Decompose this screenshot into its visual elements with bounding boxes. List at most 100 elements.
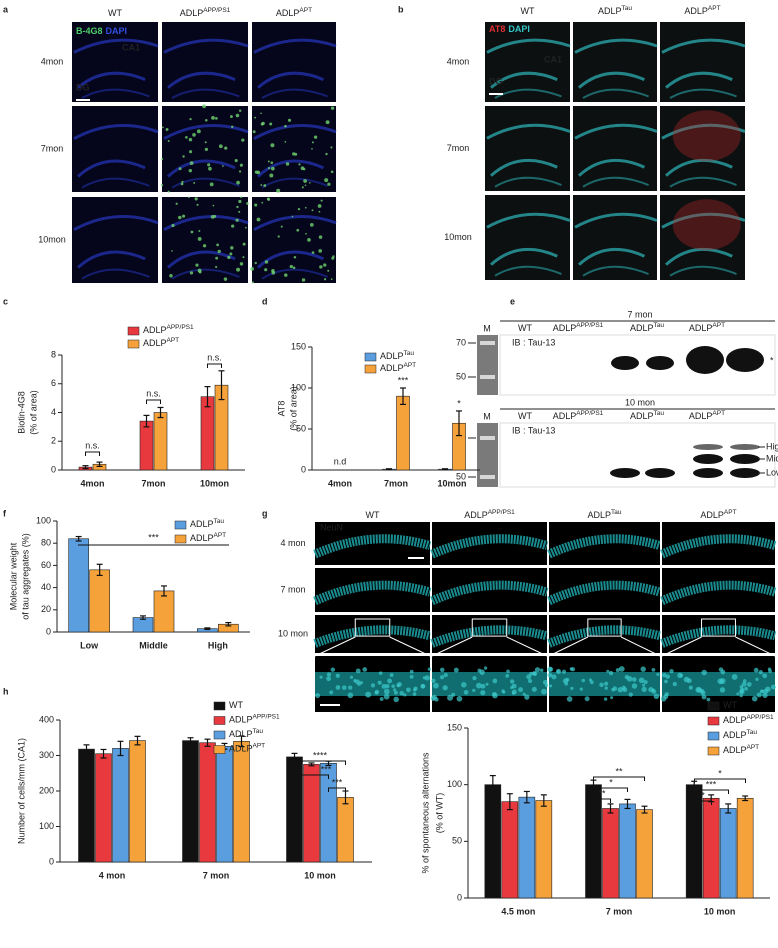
- y-tick-label: 50: [452, 836, 462, 846]
- plaque: [202, 244, 207, 248]
- bar: [68, 538, 89, 633]
- nucleus: [403, 693, 407, 697]
- error-bar: [225, 621, 232, 627]
- y-tick-label: 6: [51, 378, 56, 388]
- y-tick-label: 80: [41, 538, 51, 548]
- nucleus: [505, 673, 510, 678]
- y-tick-label: 100: [39, 821, 54, 831]
- nucleus: [677, 672, 683, 679]
- nucleus: [534, 667, 541, 673]
- nucleus: [662, 673, 667, 678]
- nucleus: [626, 676, 633, 682]
- protein-band: [730, 444, 760, 450]
- nucleus: [765, 686, 771, 692]
- plaque: [239, 163, 243, 167]
- ladder-label: M: [483, 411, 491, 421]
- y-tick-label: 60: [41, 560, 51, 570]
- label-name: ADLP: [229, 729, 253, 739]
- plaque: [293, 255, 297, 259]
- bar: [78, 748, 95, 863]
- plaque: [327, 269, 330, 272]
- cell-layer: [313, 625, 432, 648]
- tissue-layer: [661, 212, 746, 229]
- error-bar: [157, 406, 164, 419]
- legend-label: WT: [723, 700, 737, 710]
- plaque: [267, 160, 270, 163]
- nucleus: [739, 694, 743, 698]
- column-header: ADLPAPT: [700, 509, 736, 521]
- nucleus: [447, 694, 454, 701]
- tissue-layer: [171, 268, 240, 280]
- tissue-layer: [76, 159, 146, 178]
- plaque: [311, 141, 314, 144]
- nucleus: [744, 686, 748, 691]
- nucleus: [604, 686, 608, 690]
- column-header: ADLPAPP/PS1: [180, 7, 231, 19]
- plaque: [271, 270, 276, 275]
- error-bar: [96, 563, 103, 576]
- label-superscript: Tau: [747, 729, 758, 736]
- legend-swatch: [707, 716, 720, 726]
- x-tick-label: 7mon: [141, 478, 165, 488]
- cell-layer: [430, 580, 549, 606]
- nucleus: [485, 682, 489, 686]
- annotation: *: [457, 398, 461, 408]
- plaque: [195, 263, 199, 267]
- annotation: n.s.: [207, 352, 222, 362]
- plaque: [167, 190, 170, 193]
- label-superscript: APP/PS1: [253, 713, 280, 720]
- x-tick-label: 10mon: [437, 478, 466, 488]
- nucleus: [391, 684, 395, 688]
- protein-band: [611, 356, 639, 370]
- legend-label: ADLPAPP/PS1: [723, 714, 774, 726]
- cell-layer: [547, 625, 662, 648]
- nucleus: [427, 667, 432, 671]
- plaque: [270, 161, 274, 165]
- y-axis-title: Molecular weight: [8, 542, 18, 610]
- nucleus: [501, 689, 505, 693]
- y-tick-label: 50: [296, 423, 306, 433]
- tissue-layer: [171, 177, 240, 189]
- label-superscript: APT: [712, 410, 725, 417]
- panel-letter: e: [510, 296, 515, 306]
- plaque: [230, 125, 234, 129]
- plaque: [325, 152, 328, 156]
- plaque: [236, 267, 241, 272]
- plaque: [311, 148, 313, 150]
- nucleus: [526, 674, 532, 680]
- plaque: [291, 215, 294, 218]
- nucleus: [511, 689, 517, 695]
- cell-layer: [660, 580, 777, 606]
- row-label: 10 mon: [278, 628, 308, 638]
- nucleus: [477, 668, 482, 673]
- cell-layer: [430, 625, 549, 648]
- nucleus: [330, 667, 336, 672]
- band-label: Low: [766, 467, 778, 477]
- y-tick-label: 100: [447, 779, 462, 789]
- nucleus: [642, 683, 646, 687]
- plaque: [300, 166, 305, 171]
- nucleus: [510, 686, 514, 690]
- bar: [199, 742, 216, 863]
- error-bar: [187, 737, 194, 745]
- nucleus: [377, 680, 382, 685]
- tissue-layer: [490, 71, 558, 89]
- plaque: [171, 223, 175, 228]
- plaque: [165, 128, 169, 131]
- nucleus: [701, 694, 707, 700]
- nucleus: [393, 696, 399, 703]
- plaque: [301, 278, 306, 282]
- y-axis-title: (% of WT): [434, 793, 444, 834]
- error-bar: [607, 803, 614, 814]
- ladder-band: [480, 475, 495, 479]
- bar: [286, 756, 303, 863]
- nucleus: [383, 688, 390, 695]
- nucleus: [719, 687, 726, 693]
- plaque: [207, 163, 211, 167]
- plaque: [190, 230, 194, 234]
- plaque: [330, 106, 335, 110]
- error-bar: [742, 795, 749, 802]
- tissue-layer: [577, 158, 646, 177]
- y-axis-title: Number of cells/mm (CA1): [16, 738, 26, 844]
- nucleus: [688, 685, 693, 690]
